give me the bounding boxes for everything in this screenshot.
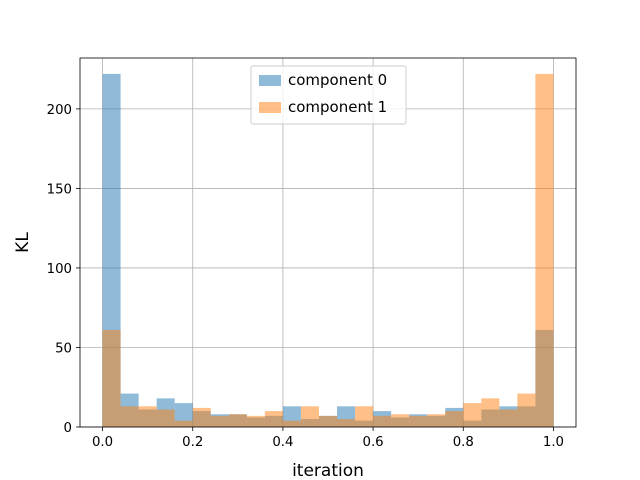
bar-component-1 xyxy=(373,415,392,427)
histogram-bars xyxy=(102,73,554,427)
legend: component 0 component 1 xyxy=(250,65,407,125)
bar-component-1 xyxy=(481,398,500,427)
bar-component-1 xyxy=(409,415,428,427)
legend-box xyxy=(250,65,407,125)
legend-label-component-1: component 1 xyxy=(288,98,387,116)
bar-component-1 xyxy=(391,414,410,427)
x-tick-label: 0.8 xyxy=(453,435,474,450)
bar-component-1 xyxy=(174,420,193,427)
bar-component-1 xyxy=(102,329,121,427)
x-tick-label: 0.2 xyxy=(182,435,203,450)
bar-component-1 xyxy=(427,414,446,427)
x-axis-label: iteration xyxy=(292,461,364,480)
bar-component-1 xyxy=(120,406,139,427)
x-tick-label: 0.4 xyxy=(272,435,293,450)
y-tick-label: 150 xyxy=(47,182,72,197)
x-tick-label: 0.0 xyxy=(92,435,113,450)
y-tick-label: 50 xyxy=(55,341,72,356)
plot-frame xyxy=(79,57,577,428)
axis-ticks: 0.0 0.2 0.4 0.6 0.8 1.0 0 50 100 150 200 xyxy=(47,103,564,450)
bar-component-1 xyxy=(282,420,301,427)
bar-component-1 xyxy=(445,411,464,427)
y-axis-label: KL xyxy=(13,232,33,253)
y-tick-label: 0 xyxy=(64,421,72,436)
bar-component-1 xyxy=(192,407,211,427)
bar-component-1 xyxy=(210,415,229,427)
bar-component-1 xyxy=(499,409,518,427)
bar-component-1 xyxy=(156,409,175,427)
bar-component-1 xyxy=(318,415,338,427)
bar-component-1 xyxy=(463,403,482,427)
legend-swatch-component-0 xyxy=(259,75,281,86)
bar-component-1 xyxy=(535,73,554,427)
y-tick-label: 200 xyxy=(47,103,72,118)
legend-swatch-component-1 xyxy=(259,102,281,113)
bar-component-1 xyxy=(517,393,536,427)
bar-component-1 xyxy=(228,414,247,427)
legend-label-component-0: component 0 xyxy=(288,71,387,89)
bar-component-1 xyxy=(246,415,265,427)
bar-component-1 xyxy=(337,419,356,427)
bar-component-1 xyxy=(355,406,374,427)
bar-component-1 xyxy=(300,406,319,427)
x-tick-label: 1.0 xyxy=(543,435,564,450)
bar-component-1 xyxy=(138,406,157,427)
x-tick-label: 0.6 xyxy=(363,435,384,450)
bar-component-1 xyxy=(264,411,283,427)
y-tick-label: 100 xyxy=(47,262,72,277)
